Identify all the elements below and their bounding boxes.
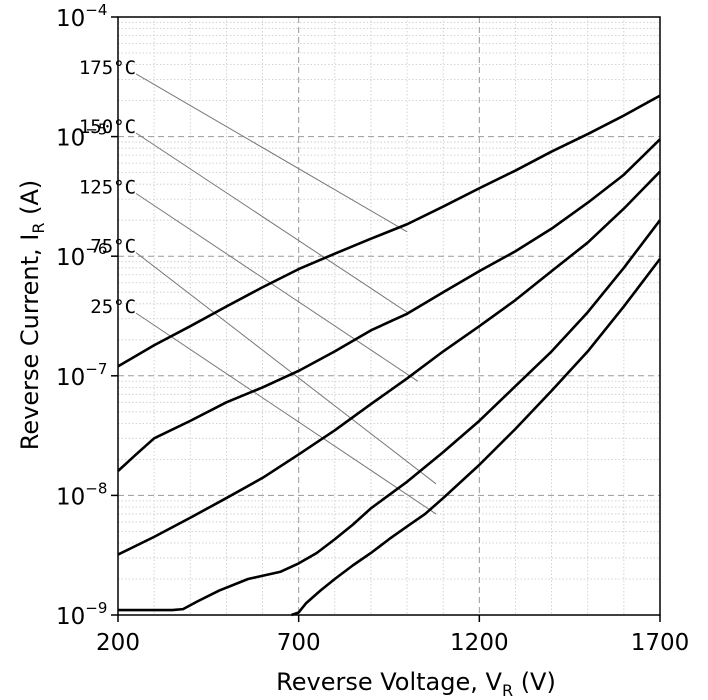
label-leader-lines [135,73,437,515]
series-label: 125°C [79,177,136,199]
y-tick-label: 10−4 [56,1,107,32]
series-label: 75°C [90,236,136,258]
series-label: 150°C [79,116,136,138]
series-line [118,219,662,612]
y-tick-label: 10−9 [56,599,107,630]
y-tick-label: 10−7 [56,360,107,391]
leader-line [135,252,437,485]
x-axis-label: Reverse Voltage, VR (V) [276,668,556,700]
x-tick-label: 1700 [631,630,690,656]
x-tick-label: 1200 [450,630,509,656]
y-tick-label: 10−8 [56,479,107,510]
series-line [291,258,662,617]
leader-line [135,193,419,382]
minor-grid [118,17,660,615]
series-labels: 175°C 150°C 125°C 75°C 25°C [79,57,136,318]
plot-frame [117,16,661,616]
tick-marks [111,16,661,622]
x-tick-label: 200 [96,630,140,656]
y-tick-labels: 10−9 10−8 10−7 10−6 10−5 10−4 [56,1,107,630]
leader-line [135,73,408,233]
series-label: 175°C [79,57,136,79]
major-grid [118,17,660,615]
y-tick-label: 10−5 [56,121,107,152]
y-axis-label: Reverse Current, IR (A) [16,180,48,450]
leader-line [135,312,437,515]
series-curves [117,94,662,617]
x-tick-label: 700 [277,630,321,656]
x-tick-labels: 200 700 1200 1700 [96,630,689,656]
series-line [117,138,661,472]
series-line [117,170,661,556]
series-line [117,94,661,368]
leader-line [135,132,408,313]
y-tick-label: 10−6 [56,240,107,271]
series-label: 25°C [90,296,136,318]
